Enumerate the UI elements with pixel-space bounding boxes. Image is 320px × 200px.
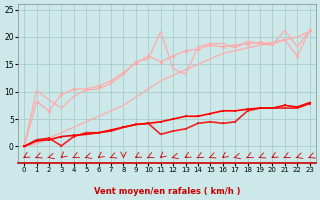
- X-axis label: Vent moyen/en rafales ( km/h ): Vent moyen/en rafales ( km/h ): [94, 187, 240, 196]
